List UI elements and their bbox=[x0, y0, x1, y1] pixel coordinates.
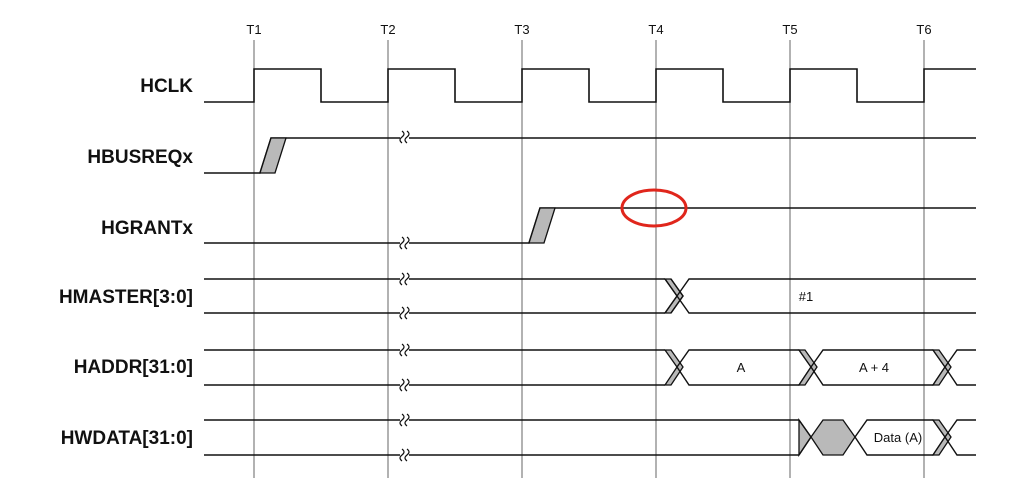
signal-label-hbusreq: HBUSREQx bbox=[87, 147, 193, 168]
hbusreq-waveform bbox=[204, 137, 976, 174]
break-mark-hmaster-bottom bbox=[399, 304, 410, 322]
hbusreq-transition bbox=[259, 137, 287, 174]
hwdata-value: Data (A) bbox=[874, 430, 922, 445]
time-marker-t3: T3 bbox=[514, 22, 529, 37]
time-marker-t5: T5 bbox=[782, 22, 797, 37]
signal-label-hclk: HCLK bbox=[140, 76, 193, 97]
hgrant-waveform bbox=[204, 207, 976, 244]
break-mark-hmaster-top bbox=[399, 270, 410, 288]
haddr-transition-1 bbox=[663, 349, 684, 386]
signal-labels: HCLK HBUSREQx HGRANTx HMASTER[3:0] HADDR… bbox=[59, 76, 193, 449]
hwdata-bus: Data (A) bbox=[204, 417, 976, 458]
break-mark-haddr-bottom bbox=[399, 376, 410, 394]
break-mark-haddr-top bbox=[399, 341, 410, 359]
hmaster-value: #1 bbox=[799, 289, 813, 304]
signal-label-hmaster: HMASTER[3:0] bbox=[59, 287, 193, 308]
break-mark-hwdata-bottom bbox=[399, 446, 410, 464]
haddr-value-a4: A + 4 bbox=[859, 360, 889, 375]
break-mark-hwdata-top bbox=[399, 411, 410, 429]
time-markers: T1 T2 T3 T4 T5 T6 bbox=[246, 22, 931, 37]
hgrant-transition bbox=[528, 207, 556, 244]
signal-label-hgrant: HGRANTx bbox=[101, 218, 193, 239]
haddr-value-a: A bbox=[737, 360, 746, 375]
time-marker-t4: T4 bbox=[648, 22, 663, 37]
hwdata-invalid-region bbox=[798, 417, 856, 458]
haddr-bus: A A + 4 bbox=[204, 349, 976, 386]
break-mark-hbusreq bbox=[399, 128, 410, 146]
break-mark-hgrant bbox=[399, 234, 410, 252]
time-marker-t1: T1 bbox=[246, 22, 261, 37]
signal-label-hwdata: HWDATA[31:0] bbox=[61, 428, 193, 449]
highlight-ellipse bbox=[620, 188, 688, 228]
break-marks bbox=[399, 128, 410, 464]
signal-label-haddr: HADDR[31:0] bbox=[74, 357, 193, 378]
time-marker-t6: T6 bbox=[916, 22, 931, 37]
time-gridlines bbox=[253, 40, 925, 478]
hmaster-bus: #1 bbox=[204, 278, 976, 314]
hclk-waveform bbox=[204, 68, 976, 103]
time-marker-t2: T2 bbox=[380, 22, 395, 37]
